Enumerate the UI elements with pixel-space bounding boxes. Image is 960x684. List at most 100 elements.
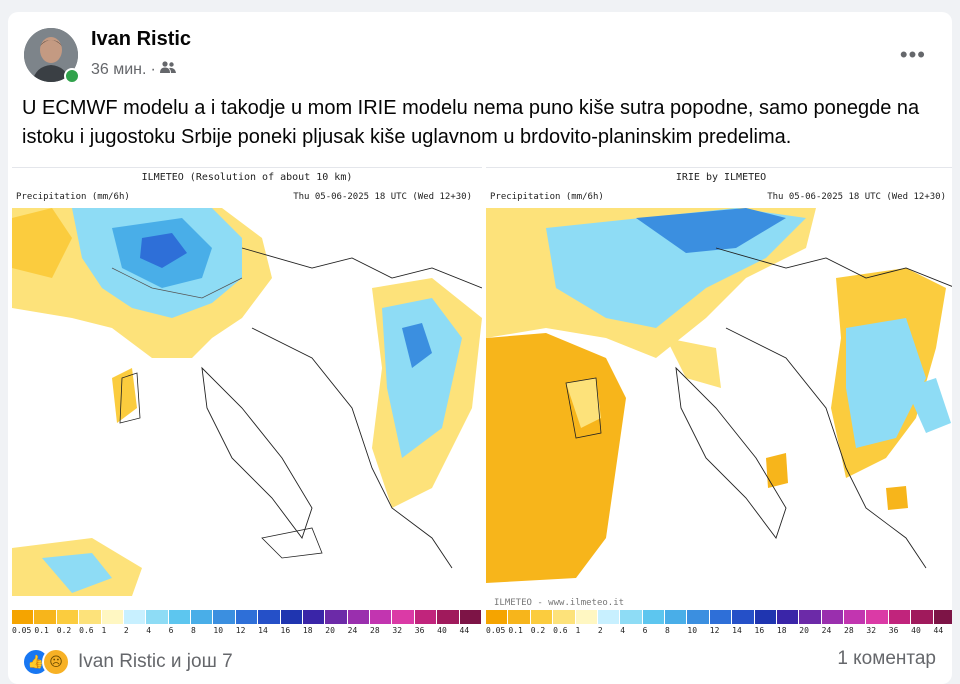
scale-tick-label: 6 — [642, 626, 648, 635]
scale-swatch — [754, 610, 777, 624]
scale-swatch — [709, 610, 733, 624]
scale-tick-label: 44 — [459, 626, 470, 635]
friends-audience-icon[interactable] — [159, 60, 176, 79]
precipitation-color-scale — [486, 610, 952, 624]
scale-swatch — [56, 610, 80, 624]
post-time[interactable]: 36 мин. — [91, 60, 147, 78]
scale-swatch — [459, 610, 482, 624]
scale-tick-label: 12 — [235, 626, 246, 635]
scale-swatch — [392, 610, 415, 624]
scale-swatch — [530, 610, 554, 624]
scale-tick-label: 32 — [392, 626, 403, 635]
scale-tick-label: 4 — [620, 626, 626, 635]
scale-tick-label: 0.1 — [508, 626, 523, 635]
comment-count[interactable]: 1 коментар — [837, 648, 936, 669]
scale-swatch — [123, 610, 147, 624]
scale-tick-label: 18 — [776, 626, 787, 635]
scale-tick-label: 36 — [888, 626, 899, 635]
scale-tick-label: 12 — [709, 626, 720, 635]
reactions-summary[interactable]: 👍 ☹ Ivan Ristic и још 7 — [22, 648, 233, 676]
scale-tick-label: 0.05 — [12, 626, 32, 635]
scale-tick-label: 24 — [347, 626, 358, 635]
scale-tick-label: 36 — [414, 626, 425, 635]
scale-tick-label: 2 — [123, 626, 129, 635]
scale-tick-label: 4 — [146, 626, 152, 635]
scale-tick-label: 2 — [597, 626, 603, 635]
scale-swatch — [888, 610, 912, 624]
scale-swatch — [866, 610, 889, 624]
scale-tick-label: 40 — [437, 626, 447, 635]
map-label: Precipitation (mm/6h) — [490, 192, 604, 202]
scale-tick-label: 16 — [280, 626, 291, 635]
reaction-icons: 👍 ☹ — [22, 648, 70, 676]
scale-swatch — [79, 610, 102, 624]
scale-swatch — [911, 610, 934, 624]
scale-swatch — [370, 610, 393, 624]
scale-tick-label: 40 — [911, 626, 921, 635]
precipitation-color-scale — [12, 610, 482, 624]
post-text: U ECMWF modelu a i takodje u mom IRIE mo… — [22, 97, 920, 148]
scale-tick-label: 10 — [687, 626, 698, 635]
scale-swatch — [486, 610, 509, 624]
scale-swatch — [347, 610, 370, 624]
map-watermark: ILMETEO - www.ilmeteo.it — [494, 598, 625, 608]
avatar[interactable] — [24, 28, 78, 82]
scale-ticks: 0.05 0.1 0.2 0.6 1 2 4 6 8 10 12 14 16 18 20 24 28 32 36 40… — [486, 626, 952, 635]
scale-ticks: 0.05 0.1 0.2 0.6 1 2 4 6 8 10 12 14 16 18 20 24 28 32 36 40… — [12, 626, 482, 635]
scale-swatch — [258, 610, 281, 624]
scale-swatch — [34, 610, 57, 624]
scale-swatch — [799, 610, 822, 624]
post-author[interactable]: Ivan Ristic — [91, 28, 192, 50]
scale-tick-label: 24 — [821, 626, 832, 635]
scale-swatch — [414, 610, 438, 624]
scale-swatch — [732, 610, 755, 624]
scale-tick-label: 20 — [799, 626, 809, 635]
scale-swatch — [101, 610, 124, 624]
scale-tick-label: 16 — [754, 626, 765, 635]
scale-tick-label: 8 — [665, 626, 670, 635]
irie-map-image[interactable]: IRIE by ILMETEO Precipitation (mm/6h) Th… — [486, 167, 952, 645]
more-options-icon[interactable]: ••• — [899, 42, 926, 67]
map-date: Thu 05-06-2025 18 UTC (Wed 12+30) — [293, 192, 472, 202]
scale-swatch — [302, 610, 326, 624]
sad-icon: ☹ — [42, 648, 70, 676]
map-label: Precipitation (mm/6h) — [16, 192, 130, 202]
scale-swatch — [280, 610, 303, 624]
scale-swatch — [597, 610, 621, 624]
map-title: ILMETEO (Resolution of about 10 km) — [141, 172, 353, 183]
precipitation-map-ecmwf — [12, 208, 482, 596]
scale-swatch — [575, 610, 598, 624]
scale-swatch — [168, 610, 191, 624]
scale-tick-label: 6 — [168, 626, 174, 635]
post-card: Ivan Ristic 36 мин. · ••• U ECMWF modelu… — [8, 12, 952, 684]
scale-swatch — [620, 610, 643, 624]
precipitation-map-irie — [486, 208, 952, 596]
scale-swatch — [437, 610, 460, 624]
meta-separator: · — [150, 60, 156, 78]
scale-swatch — [235, 610, 259, 624]
scale-tick-label: 10 — [213, 626, 224, 635]
reactors-text[interactable]: Ivan Ristic и још 7 — [78, 651, 233, 672]
scale-swatch — [12, 610, 35, 624]
scale-tick-label: 28 — [844, 626, 854, 635]
ecmwf-map-image[interactable]: ILMETEO (Resolution of about 10 km) Prec… — [12, 167, 482, 645]
scale-tick-label: 18 — [302, 626, 313, 635]
online-status-dot — [64, 68, 80, 84]
scale-tick-label: 0.05 — [486, 626, 506, 635]
scale-swatch — [687, 610, 710, 624]
scale-tick-label: 14 — [732, 626, 742, 635]
scale-tick-label: 0.6 — [79, 626, 94, 635]
map-date: Thu 05-06-2025 18 UTC (Wed 12+30) — [767, 192, 946, 202]
map-title: IRIE by ILMETEO — [675, 172, 767, 183]
scale-swatch — [665, 610, 688, 624]
scale-swatch — [642, 610, 665, 624]
scale-tick-label: 0.1 — [34, 626, 49, 635]
scale-tick-label: 1 — [575, 626, 581, 635]
scale-tick-label: 14 — [258, 626, 268, 635]
scale-swatch — [146, 610, 169, 624]
scale-swatch — [776, 610, 800, 624]
scale-tick-label: 44 — [933, 626, 944, 635]
scale-swatch — [933, 610, 952, 624]
scale-tick-label: 0.2 — [56, 626, 72, 635]
scale-tick-label: 8 — [191, 626, 196, 635]
